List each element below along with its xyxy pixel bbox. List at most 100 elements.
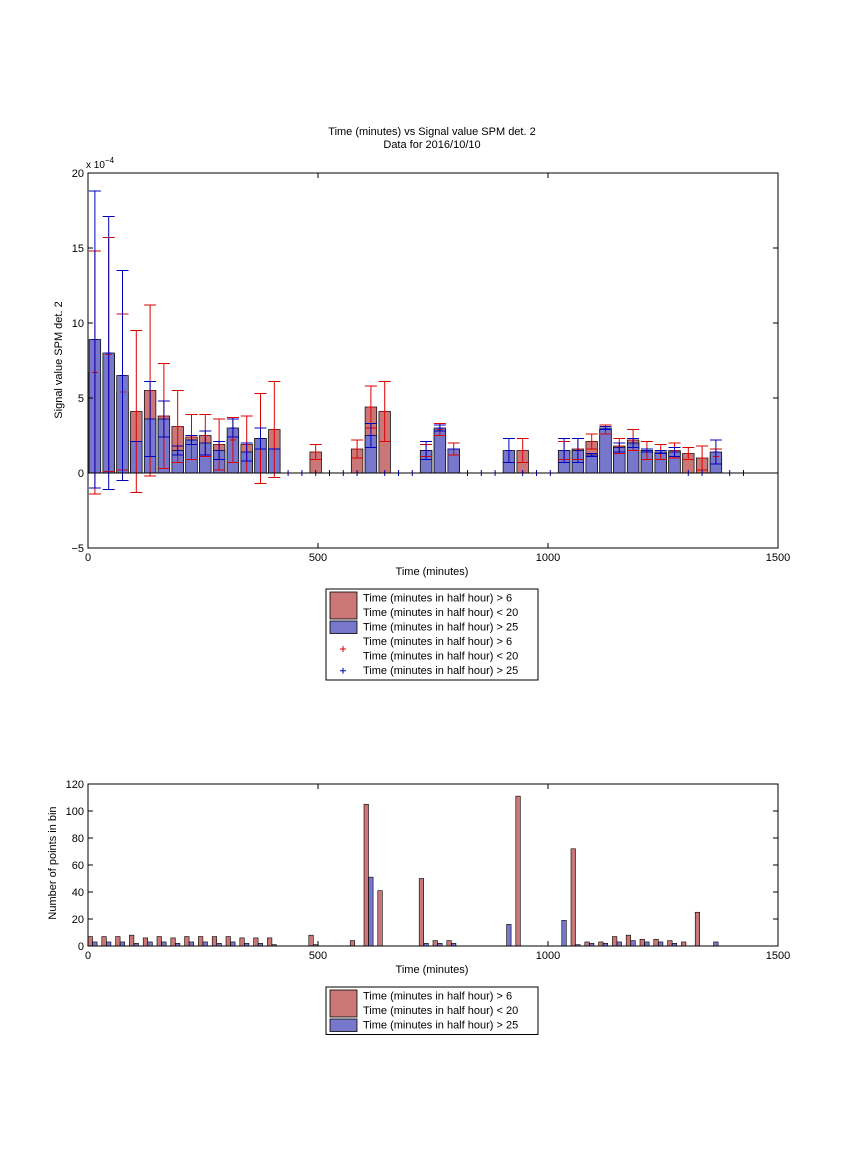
- chart2-bar: [432, 940, 438, 947]
- chart2-bar: [658, 941, 664, 947]
- chart2-y-tick-label: 40: [72, 887, 84, 899]
- chart1-legend-swatch: [329, 620, 358, 634]
- chart2-bar: [267, 937, 273, 947]
- chart2-bar: [225, 936, 231, 947]
- chart2-bar: [653, 938, 659, 947]
- chart2-bar: [616, 941, 622, 947]
- chart1-bars: [88, 339, 723, 474]
- chart1-x-tick-label: 1000: [536, 552, 560, 564]
- chart2-bar: [239, 937, 245, 947]
- chart2-y-tick-label: 60: [72, 860, 84, 872]
- chart2-bar: [129, 934, 135, 947]
- chart2-bar: [119, 941, 125, 947]
- chart1-legend-label: Time (minutes in half hour) > 25: [363, 622, 518, 634]
- chart2-bar: [570, 848, 576, 947]
- chart2-bar: [446, 940, 452, 947]
- chart2-y-label: Number of points in bin: [47, 806, 59, 919]
- chart1-x-label: Time (minutes): [396, 566, 469, 578]
- chart2-x-label: Time (minutes): [396, 964, 469, 976]
- chart2-bar: [667, 940, 673, 947]
- chart2-axes-box: [87, 783, 779, 947]
- chart2-bar: [639, 938, 645, 947]
- chart1-axes-box: [87, 172, 779, 549]
- chart1-y-exponent-power: −4: [105, 156, 115, 165]
- chart2-bar: [598, 941, 604, 947]
- chart1-y-tick-label: 15: [72, 243, 84, 255]
- chart1-x-tick-label: 500: [309, 552, 327, 564]
- chart2-bar: [147, 941, 153, 947]
- chart2-bar: [515, 795, 521, 947]
- chart2-bar: [561, 920, 567, 947]
- chart1-legend-label: Time (minutes in half hour) < 20: [363, 607, 518, 619]
- chart1-y-exponent: x 10−4: [86, 156, 115, 171]
- chart2-legend-swatch: [329, 1018, 358, 1032]
- chart2-bar: [644, 941, 650, 947]
- chart2-bar: [92, 941, 98, 947]
- chart1-bar: [585, 454, 598, 474]
- chart2-bar: [230, 941, 236, 947]
- chart2-bar: [170, 937, 176, 947]
- chart1-legend: Time (minutes in half hour) > 6 Time (min…: [325, 588, 539, 681]
- chart1-legend-label: Time (minutes in half hour) < 20: [363, 651, 518, 663]
- chart2-legend-box: [325, 986, 539, 1035]
- chart2-bar: [625, 934, 632, 947]
- chart2-bar: [377, 890, 383, 947]
- chart2-legend-label: Time (minutes in half hour) > 25: [363, 1020, 518, 1032]
- chart2-bar: [308, 934, 314, 947]
- chart2-bar: [253, 937, 259, 947]
- chart2-bar: [681, 941, 687, 947]
- chart1-subtitle: Data for 2016/10/10: [383, 139, 480, 151]
- chart1-legend-box: [325, 588, 539, 681]
- chart2-bar: [156, 936, 162, 947]
- chart2-bar: [87, 936, 93, 947]
- chart2-legend: Time (minutes in half hour) > 6 Time (min…: [325, 986, 539, 1035]
- chart1-x-tick-label: 1500: [766, 552, 790, 564]
- chart2-y-tick-label: 80: [72, 833, 84, 845]
- chart2-bar: [694, 911, 701, 947]
- chart2-bar: [368, 876, 374, 947]
- chart2-bar: [161, 941, 167, 947]
- chart2-bar: [630, 940, 636, 947]
- chart2-bar: [349, 940, 356, 947]
- chart2-bar: [506, 924, 512, 947]
- chart1-y-tick-label: 20: [72, 168, 84, 180]
- chart2-bar: [612, 936, 618, 947]
- chart2-bar: [211, 936, 217, 947]
- chart2-bar: [184, 936, 190, 947]
- chart2-bar: [363, 803, 369, 947]
- chart2-legend-label: Time (minutes in half hour) < 20: [363, 1005, 518, 1017]
- chart2-x-tick-label: 0: [85, 950, 91, 962]
- chart1-bar: [599, 427, 612, 474]
- chart1-legend-swatch: [329, 591, 358, 620]
- chart1-y-tick-label: 5: [78, 393, 84, 405]
- chart2-bar: [188, 941, 194, 947]
- chart2-y-tick-label: 100: [66, 806, 84, 818]
- chart2-bar: [198, 936, 204, 947]
- chart1-y-tick-label: 10: [72, 318, 84, 330]
- chart2-bar: [418, 878, 425, 947]
- chart1-legend-label: Time (minutes in half hour) > 6: [363, 636, 512, 648]
- chart2-legend-label: Time (minutes in half hour) > 6: [363, 991, 512, 1003]
- chart2-bars: [87, 795, 719, 947]
- chart1-title: Time (minutes) vs Signal value SPM det. …: [328, 126, 535, 138]
- chart1-legend-label: Time (minutes in half hour) > 25: [363, 665, 518, 677]
- chart2-x-tick-label: 1500: [766, 950, 790, 962]
- chart2-x-tick-label: 500: [309, 950, 327, 962]
- chart2-bar: [142, 937, 148, 947]
- chart2-y-tick-label: 120: [66, 779, 84, 791]
- chart1-x-tick-label: 0: [85, 552, 91, 564]
- chart1-y-tick-label: −5: [71, 543, 84, 555]
- chart2-bar: [713, 941, 719, 947]
- chart2-y-tick-label: 20: [72, 914, 84, 926]
- chart2-bar: [202, 941, 208, 947]
- chart2-bar: [584, 941, 590, 947]
- chart1-legend-label: Time (minutes in half hour) > 6: [363, 593, 512, 605]
- chart2-bar: [101, 936, 107, 947]
- chart1-y-exponent-base: x 10: [86, 160, 105, 171]
- chart2-bar: [106, 941, 112, 947]
- chart2-axes: 0 500 1000 1500 0 20 40 60 80 100 120: [66, 779, 791, 962]
- chart2-bar: [115, 936, 121, 947]
- chart1-y-label: Signal value SPM det. 2: [53, 301, 65, 418]
